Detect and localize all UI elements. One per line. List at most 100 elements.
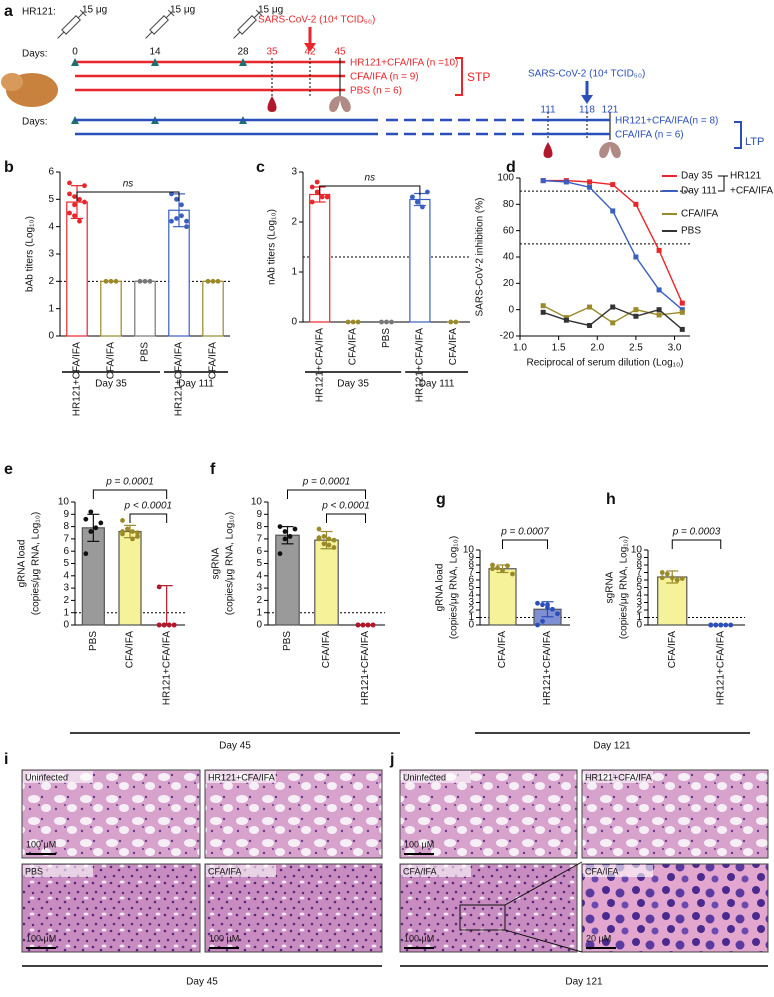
y-tick-label: 4 [636,590,642,601]
row-labels: Day 45 Day 121 [70,732,750,752]
data-point [448,319,454,325]
x-tick-label: CFA/IFA [106,342,117,380]
data-point [67,210,72,216]
ltp-timeline [75,118,610,136]
data-point [184,224,189,230]
y-tick-label: 3 [63,583,69,594]
bracket [734,121,742,149]
data-point [633,201,639,207]
data-point [656,312,662,318]
data-point [540,602,545,608]
bracket [455,57,463,96]
y-tick-label: 80 [503,199,515,210]
x-tick-label: HR121+CFA/IFA [360,631,371,706]
y-tick-label: 0 [291,317,297,328]
group-label: Day 35 [337,379,369,390]
y-tick-label: 0 [48,331,54,342]
data-point [415,199,420,205]
y-axis-label: (copies/μg RNA, Log₁₀) [225,512,236,615]
day-label: Day 121 [565,977,603,988]
y-tick-label: 4 [63,570,69,581]
comparison-bracket [319,185,421,195]
y-axis-label: (copies/μg RNA, Log₁₀) [449,536,460,639]
data-point [93,525,99,531]
y-tick-label: 6 [636,575,642,586]
y-axis-label: sgRNA [605,571,616,603]
data-point [169,218,174,224]
data-point [535,622,540,628]
days-label: Days: [22,49,48,60]
comparison-bracket [502,539,548,549]
x-tick-label: PBS [88,631,99,651]
x-tick-label: HR121+CFA/IFA [542,631,553,706]
group-label: Day 111 [419,379,455,390]
panel-label: h [606,491,616,508]
zoom-indicator [459,861,583,953]
data-point [282,536,288,542]
label-bg [583,771,653,783]
data-point [545,602,550,608]
panel-label: j [389,751,394,768]
data-point [83,516,89,522]
data-point [130,529,135,534]
data-point [77,218,82,224]
x-tick-label: HR121+CFA/IFA [715,631,726,706]
data-point [587,322,593,328]
comparison-label: p = 0.0003 [672,527,721,538]
image-label: PBS [25,866,43,876]
label-bg [583,865,653,877]
comparison-bracket [92,489,168,499]
y-tick-label: 0 [256,620,262,631]
day: 118 [579,105,595,116]
data-point [314,189,320,195]
data-point [708,622,714,628]
y-tick-label: 3 [636,597,642,608]
group-label: Day 111 [178,379,214,390]
data-point [365,622,371,628]
y-tick-label: 40 [503,252,515,263]
data-point [324,194,330,200]
y-tick-label: 8 [636,560,642,571]
data-point [88,529,94,534]
data-point [135,534,140,539]
y-tick-label: 5 [63,558,69,569]
ltp-label: LTP [745,136,764,148]
data-point [610,182,616,188]
data-point [389,319,394,325]
x-tick-label: HR121+CFA/IFA [415,328,426,403]
data-point [355,622,361,628]
y-axis-label: gRNA load [435,564,446,612]
bar [100,280,122,337]
comparison-label: p = 0.0001 [302,477,351,488]
y-tick-label: 9 [636,552,642,563]
data-point [495,565,500,571]
data-point [130,536,135,542]
x-tick-label: HR121+CFA/IFA [161,631,172,706]
legend-label: Day 111 [681,186,717,197]
data-point [316,526,322,532]
y-tick-label: 8 [256,521,262,532]
data-point [563,179,569,185]
scale-label: 100 μM [404,933,434,943]
micrograph [21,863,201,953]
syringes [57,9,263,39]
bar [118,530,142,626]
data-point [360,622,366,628]
data-point [137,278,143,284]
data-point [314,179,320,185]
data-point [587,304,593,310]
data-point [679,576,685,581]
data-point [610,320,616,326]
image-label: Uninfected [25,772,68,782]
legend-label: PBS [681,226,701,237]
data-point [679,309,685,315]
y-tick-label: 0 [508,304,514,315]
data-point [120,529,125,534]
group-label: Day 35 [95,379,127,390]
comparison-bracket [76,191,180,201]
scale-label: 100 μM [26,933,56,943]
y-tick-label: 0 [63,620,69,631]
label-bg [401,865,471,877]
data-point [135,530,140,536]
legend-bracket [718,175,728,192]
